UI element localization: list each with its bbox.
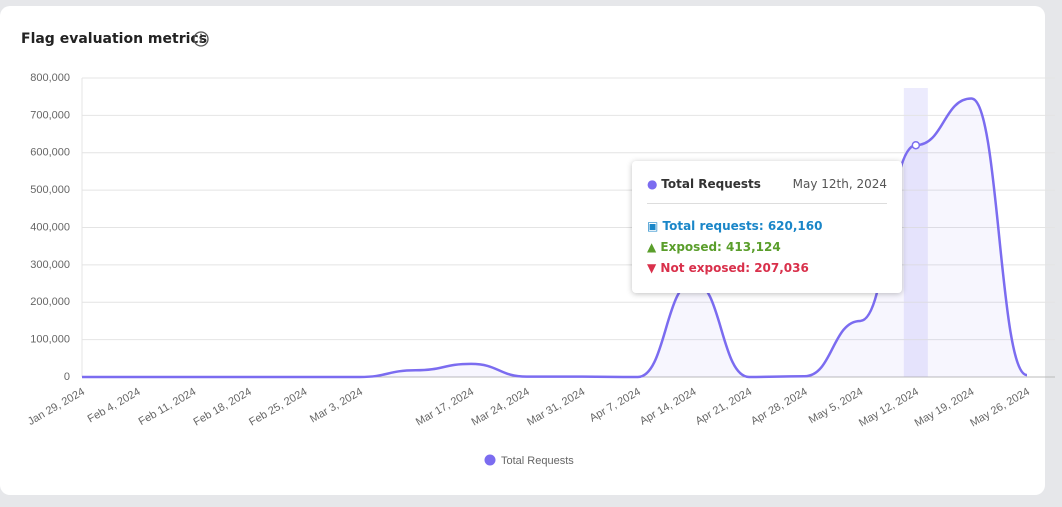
legend-marker — [484, 454, 496, 466]
row-label: Total requests: — [662, 219, 764, 233]
y-tick-label: 200,000 — [30, 296, 70, 308]
x-tick-label: May 26, 2024 — [968, 386, 1032, 430]
tooltip-header: ● Total Requests May 12th, 2024 — [647, 177, 887, 204]
x-tick-label: Feb 11, 2024 — [137, 386, 198, 428]
row-value: 620,160 — [767, 219, 823, 233]
hover-point — [911, 140, 921, 150]
x-tick-label: Feb 25, 2024 — [247, 386, 309, 429]
y-tick-label: 800,000 — [30, 72, 70, 84]
x-tick-label: Mar 31, 2024 — [525, 386, 587, 429]
y-tick-label: 500,000 — [30, 184, 70, 196]
x-tick-label: May 12, 2024 — [857, 386, 921, 430]
x-tick-label: Mar 24, 2024 — [470, 386, 532, 429]
x-tick-label: May 19, 2024 — [913, 386, 977, 430]
x-tick-label: Apr 21, 2024 — [693, 386, 754, 428]
y-tick-label: 700,000 — [30, 109, 70, 121]
info-icon-dot — [200, 33, 202, 36]
x-tick-label: Jan 29, 2024 — [26, 386, 87, 428]
row-label: Exposed: — [660, 240, 722, 254]
hover-band — [903, 88, 928, 377]
x-tick-label: May 5, 2024 — [807, 386, 865, 427]
x-tick-label: Apr 7, 2024 — [588, 386, 643, 425]
y-tick-label: 0 — [64, 371, 70, 383]
tooltip-row: ▼ Not exposed: 207,036 — [647, 261, 809, 275]
tooltip-row: ▲ Exposed: 413,124 — [647, 240, 781, 254]
area — [82, 98, 1027, 378]
info-icon[interactable] — [193, 31, 209, 47]
row-label: Not exposed: — [660, 261, 750, 275]
row-value: 413,124 — [726, 240, 781, 254]
y-tick-label: 100,000 — [30, 334, 70, 346]
y-tick-label: 400,000 — [30, 221, 70, 233]
tooltip-series: ● Total Requests — [647, 177, 761, 191]
row-value: 207,036 — [754, 261, 809, 275]
tooltip: ● Total Requests May 12th, 2024 ▣ Total … — [632, 161, 902, 293]
x-tick-label: Apr 28, 2024 — [749, 386, 810, 428]
y-tick-label: 600,000 — [30, 147, 70, 159]
legend-label: Total Requests — [501, 455, 574, 467]
tooltip-series-name: Total Requests — [661, 177, 761, 191]
x-tick-label: Apr 14, 2024 — [638, 386, 699, 428]
x-tick-label: Mar 17, 2024 — [414, 386, 476, 429]
tooltip-date: May 12th, 2024 — [792, 177, 887, 191]
x-tick-label: Mar 3, 2024 — [308, 386, 365, 426]
x-tick-label: Feb 18, 2024 — [192, 386, 254, 429]
y-tick-label: 300,000 — [30, 259, 70, 271]
chart-title: Flag evaluation metrics — [21, 31, 207, 47]
tooltip-row: ▣ Total requests: 620,160 — [647, 219, 823, 233]
x-tick-label: Feb 4, 2024 — [86, 386, 143, 426]
